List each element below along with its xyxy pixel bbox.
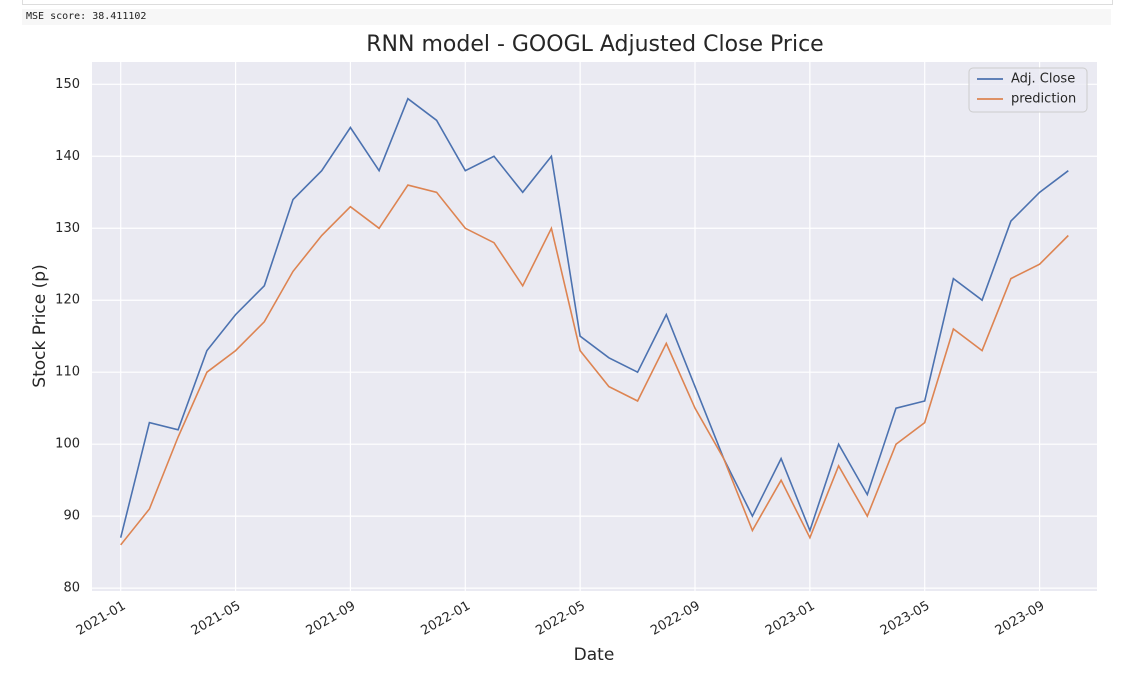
legend-label: Adj. Close xyxy=(1011,72,1075,87)
y-tick-label: 150 xyxy=(55,77,80,92)
y-tick-label: 80 xyxy=(63,581,80,596)
y-tick-label: 120 xyxy=(55,293,80,308)
x-tick-label: 2022-05 xyxy=(533,599,588,639)
y-axis-label: Stock Price (p) xyxy=(30,264,50,387)
cell-border xyxy=(22,0,1113,5)
legend-label: prediction xyxy=(1011,92,1076,107)
x-tick-label: 2023-05 xyxy=(878,599,933,639)
x-tick-label: 2023-09 xyxy=(993,599,1048,639)
series-line xyxy=(120,184,1069,546)
x-axis-label: Date xyxy=(574,645,615,665)
series-line xyxy=(119,97,1069,538)
x-tick-label: 2021-09 xyxy=(304,599,359,639)
x-tick-label: 2022-09 xyxy=(648,599,703,639)
chart-title: RNN model - GOOGL Adjusted Close Price xyxy=(366,32,823,57)
output-text: MSE score: 38.411102 xyxy=(22,9,1111,25)
y-tick-label: 90 xyxy=(63,509,80,524)
y-tick-label: 100 xyxy=(55,437,80,452)
x-tick-label: 2021-01 xyxy=(74,599,129,639)
x-tick-label: 2022-01 xyxy=(418,599,473,639)
y-tick-label: 110 xyxy=(55,365,80,380)
x-tick-label: 2023-01 xyxy=(763,599,818,639)
x-tick-label: 2021-05 xyxy=(189,599,244,639)
y-tick-label: 140 xyxy=(55,149,80,164)
y-tick-label: 130 xyxy=(55,221,80,236)
plot-area xyxy=(92,62,1097,591)
